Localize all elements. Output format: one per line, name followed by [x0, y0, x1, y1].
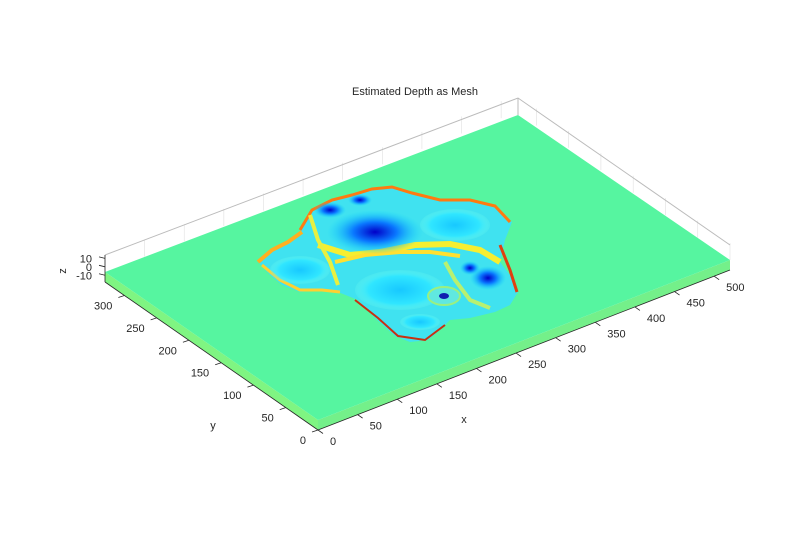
- x-tick-mark: [357, 414, 363, 419]
- mesh-basin-upper-right: [420, 209, 490, 241]
- x-tick-mark: [595, 321, 601, 327]
- x-tick-mark: [713, 275, 720, 280]
- mesh-ridge-left: [256, 230, 304, 264]
- y-tick-label: 50: [261, 413, 273, 425]
- mesh-basin-top: [348, 194, 372, 206]
- y-tick-mark: [215, 362, 222, 366]
- mesh-pit: [439, 293, 449, 299]
- mesh-basin-right: [470, 266, 506, 290]
- y-tick-mark: [150, 317, 157, 321]
- y-tick-label: 0: [300, 435, 306, 447]
- z-tick-mark: [98, 264, 106, 268]
- x-tick-mark: [436, 383, 443, 388]
- x-tick-label: 150: [449, 390, 467, 402]
- mesh-ridge-bottom: [354, 299, 446, 342]
- x-tick-label: 300: [568, 344, 586, 356]
- x-tick-mark: [674, 291, 680, 296]
- y-tick-mark: [279, 407, 286, 410]
- z-tick-mark: [98, 273, 106, 276]
- mesh-basin-bottom: [400, 314, 440, 330]
- z-tick-mark: [98, 256, 106, 259]
- y-tick-label: 150: [191, 368, 209, 380]
- z-axis-label: z: [57, 268, 69, 274]
- x-tick-mark: [397, 398, 403, 404]
- mesh-basin-top-left: [314, 202, 346, 218]
- y-axis-label: y: [210, 420, 216, 432]
- x-tick-mark: [317, 429, 324, 434]
- mesh-ridge-middle: [317, 240, 502, 265]
- y-axis-line: [104, 281, 319, 431]
- y-tick-label: 100: [223, 390, 241, 402]
- mesh-ridge-right: [498, 244, 519, 293]
- x-axis-line: [317, 269, 731, 431]
- z-tick-label: 10: [80, 253, 92, 265]
- x-tick-mark: [476, 368, 482, 373]
- depth-mesh: [256, 185, 519, 342]
- x-tick-mark: [634, 306, 641, 311]
- x-tick-label: 350: [607, 328, 625, 340]
- mesh-basin-left: [270, 256, 330, 284]
- y-tick-mark: [182, 339, 190, 343]
- y-ticks: 0 50 100 150 200 250 300: [94, 295, 319, 447]
- mesh-ridge-inner: [308, 214, 340, 286]
- mesh-basin-small: [460, 261, 480, 275]
- mesh-ridge-center: [334, 250, 461, 264]
- x-tick-label: 0: [330, 436, 336, 448]
- x-tick-label: 500: [726, 282, 744, 294]
- z-tick-label: -10: [76, 270, 92, 282]
- chart-title: Estimated Depth as Mesh: [352, 86, 478, 98]
- x-tick-label: 400: [647, 313, 665, 325]
- slab-front-side: [318, 260, 730, 430]
- mesh-ridge-divider: [443, 261, 491, 310]
- x-tick-label: 100: [409, 405, 427, 417]
- y-tick-mark: [247, 384, 254, 388]
- axes-grid: [104, 101, 731, 272]
- x-tick-label: 450: [687, 298, 705, 310]
- x-tick-label: 50: [370, 421, 382, 433]
- z-tick-label: 0: [86, 262, 92, 274]
- mesh-basin-upper: [327, 210, 423, 254]
- x-tick-mark: [555, 337, 561, 342]
- y-tick-label: 200: [159, 345, 177, 357]
- slab-left-side: [105, 272, 318, 430]
- mesh-basin-lower: [355, 270, 445, 310]
- y-tick-mark: [311, 429, 319, 433]
- y-tick-label: 300: [94, 300, 112, 312]
- x-tick-mark: [515, 352, 522, 357]
- x-axis-label: x: [461, 414, 467, 426]
- x-tick-label: 250: [528, 359, 546, 371]
- y-tick-label: 250: [126, 323, 144, 335]
- x-ticks: 0 50 100 150 200 250 300 350 400 450 500: [317, 275, 745, 448]
- x-tick-label: 200: [488, 374, 506, 386]
- y-tick-mark: [118, 295, 125, 298]
